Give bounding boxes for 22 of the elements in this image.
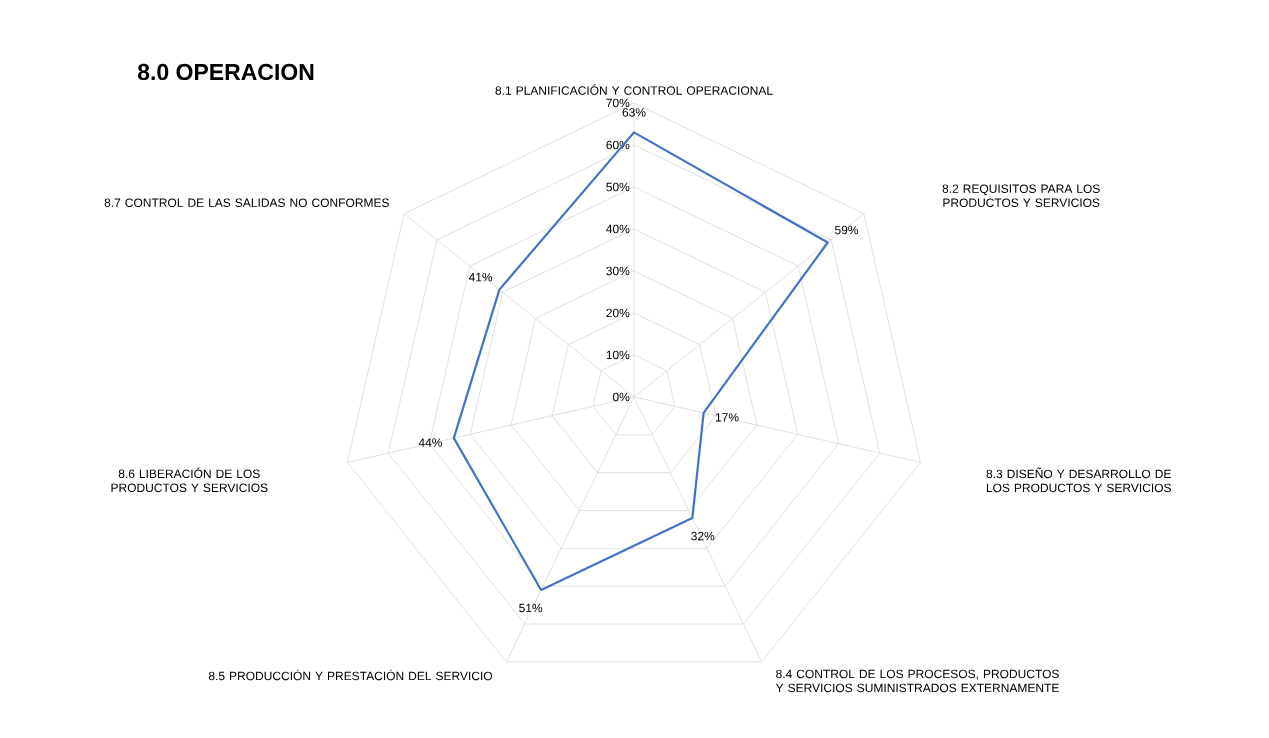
y-tick-label: 40% [606,224,630,234]
spoke-label: 8.2 REQUISITOS PARA LOS PRODUCTOS Y SERVICIOS [942,184,1100,207]
spoke-label: 8.3 DISEÑO Y DESARROLLO DE LOS PRODUCTOS Y SERVICIOS [986,467,1171,493]
data-label: 59% [834,225,859,235]
spoke-label: 8.6 LIBERACIÓN DE LOS PRODUCTOS Y SERVICIOS [111,467,268,493]
y-tick-label: 10% [606,350,630,360]
y-tick-label: 50% [606,182,630,192]
y-tick-label: 20% [606,308,630,318]
data-label: 17% [715,413,739,422]
spoke-label: 8.7 CONTROL DE LAS SALIDAS NO CONFORMES [104,198,389,207]
spoke-label: 8.5 PRODUCCIÓN Y PRESTACIÓN DEL SERVICIO [208,669,493,681]
data-label: 44% [418,438,443,447]
y-tick-label: 0% [612,392,630,402]
chart-title: 8.0 OPERACION [137,63,314,81]
data-label: 41% [468,272,493,282]
y-tick-label: 70% [606,98,630,108]
data-label: 63% [622,108,646,117]
spoke-label: 8.4 CONTROL DE LOS PROCESOS, PRODUCTOS Y SERVICIOS SUMINISTRADOS EXTERNAMENTE [775,669,1059,693]
data-label: 32% [691,531,715,541]
spoke-label: 8.1 PLANIFICACIÓN Y CONTROL OPERACIONAL [495,84,773,95]
data-label: 51% [519,603,543,613]
y-tick-label: 30% [606,266,630,276]
